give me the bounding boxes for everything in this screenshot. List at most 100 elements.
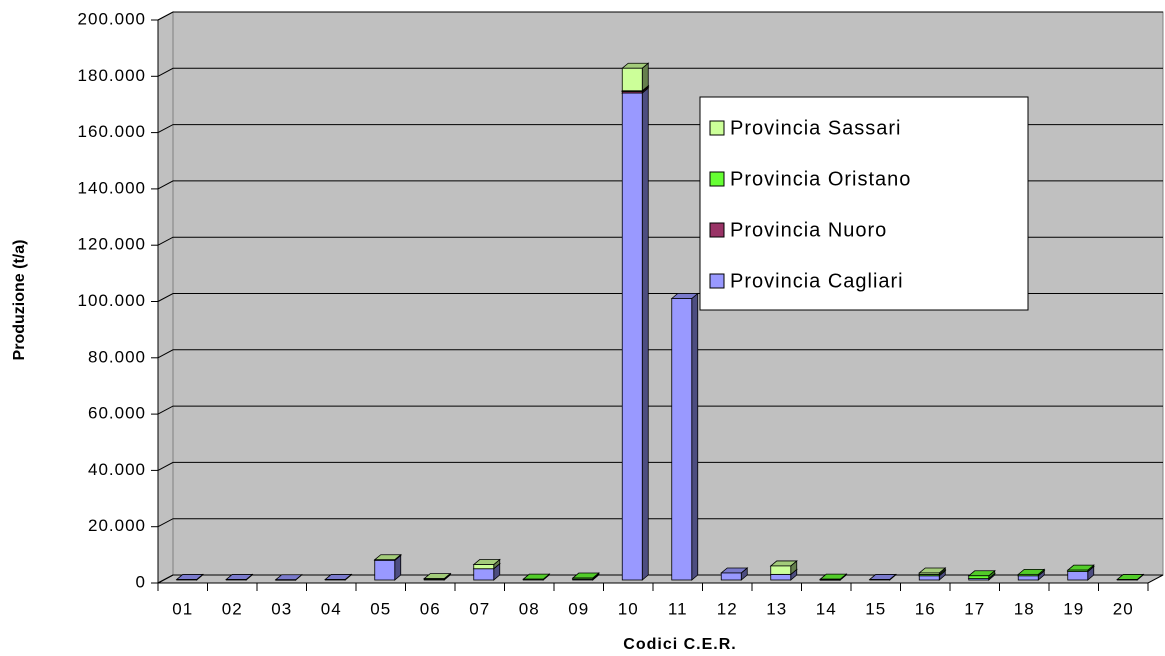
bar	[324, 579, 346, 581]
x-tick-label: 19	[1063, 599, 1084, 618]
x-tick-label: 16	[915, 599, 936, 618]
x-tick-label: 13	[766, 599, 787, 618]
y-tick-label: 60.000	[88, 404, 146, 423]
bar-segment	[621, 62, 650, 92]
x-tick-label: 12	[717, 599, 738, 618]
bar-segment	[670, 292, 699, 581]
x-tick-label: 20	[1113, 599, 1134, 618]
legend-label: Provincia Sassari	[730, 117, 902, 139]
x-tick-label: 15	[865, 599, 886, 618]
floor	[157, 574, 1164, 584]
bar-segment	[225, 573, 254, 581]
bar	[671, 298, 693, 581]
bar	[1017, 575, 1039, 581]
bar	[1067, 569, 1089, 572]
bar	[176, 579, 198, 581]
legend-label: Provincia Cagliari	[730, 270, 904, 292]
bar	[918, 575, 940, 581]
bar	[621, 67, 643, 92]
bar	[374, 559, 396, 581]
x-tick-label: 04	[321, 599, 342, 618]
grid-line	[157, 461, 1163, 471]
y-tick-label: 140.000	[78, 178, 146, 197]
bar	[423, 578, 445, 580]
x-tick-label: 06	[420, 599, 441, 618]
bar	[374, 559, 396, 561]
x-tick-label: 02	[222, 599, 243, 618]
bar-segment	[918, 567, 947, 576]
bar-segment	[621, 87, 650, 581]
bar	[225, 579, 247, 581]
y-tick-label: 160.000	[78, 122, 146, 141]
bar-segment	[274, 573, 303, 581]
bar	[1116, 579, 1138, 581]
bar	[473, 564, 495, 570]
y-tick-label: 80.000	[88, 347, 146, 366]
bar	[572, 577, 594, 580]
x-axis-label: Codici C.E.R.	[623, 636, 736, 653]
legend-swatch	[709, 273, 725, 289]
bar-segment	[175, 573, 204, 581]
bar-segment	[1017, 568, 1046, 577]
x-tick-label: 05	[370, 599, 391, 618]
bar	[819, 578, 841, 581]
bar	[522, 578, 544, 581]
x-tick-label: 11	[668, 599, 688, 618]
x-tick-label: 03	[271, 599, 292, 618]
x-tick-label: 10	[618, 599, 639, 618]
bar	[869, 579, 891, 581]
legend-label: Provincia Oristano	[730, 168, 911, 190]
bar	[720, 572, 742, 581]
bar-segment	[472, 558, 501, 570]
legend-label: Provincia Nuoro	[730, 219, 887, 241]
y-tick-label: 0	[136, 572, 146, 591]
grid-line	[157, 11, 1163, 21]
bar-segment	[819, 573, 848, 581]
grid-line	[157, 67, 1163, 77]
y-tick-label: 200.000	[78, 9, 146, 28]
y-tick-label: 120.000	[78, 235, 146, 254]
bar	[968, 575, 990, 579]
bar-segment	[373, 553, 402, 562]
x-tick-label: 01	[172, 599, 193, 618]
bar-segment	[324, 573, 353, 581]
bar	[1067, 571, 1089, 581]
legend-swatch	[709, 120, 725, 136]
x-tick-label: 14	[816, 599, 837, 618]
legend	[699, 96, 1029, 311]
bar-side	[641, 87, 649, 581]
x-tick-label: 07	[469, 599, 490, 618]
bar	[770, 565, 792, 575]
x-tick-label: 08	[519, 599, 540, 618]
bar	[1017, 573, 1039, 577]
bar	[621, 92, 643, 581]
bar-segment	[1066, 564, 1095, 573]
grid-line	[157, 405, 1163, 415]
grid-line	[157, 518, 1163, 528]
y-tick-label: 40.000	[88, 460, 146, 479]
y-tick-label: 20.000	[88, 516, 146, 535]
bar-segment	[571, 572, 600, 581]
bar-segment	[1116, 573, 1145, 581]
x-tick-label: 09	[568, 599, 589, 618]
bar-segment	[769, 560, 798, 576]
y-tick-label: 100.000	[78, 291, 146, 310]
x-tick-label: 17	[964, 599, 985, 618]
bar-segment	[967, 569, 996, 580]
x-tick-label: 18	[1014, 599, 1035, 618]
bar-segment	[423, 572, 452, 581]
bar-side	[691, 292, 699, 581]
legend-swatch	[709, 222, 725, 238]
legend-swatch	[709, 171, 725, 187]
bar	[275, 579, 297, 581]
bar-segment	[522, 573, 551, 581]
bar	[770, 573, 792, 581]
y-axis-label: Produzione (t/a)	[11, 240, 28, 361]
y-tick-label: 180.000	[78, 66, 146, 85]
bar-segment	[720, 567, 749, 581]
bar	[918, 572, 940, 575]
grid-line	[157, 349, 1163, 359]
bar	[473, 568, 495, 581]
bar-segment	[868, 573, 897, 581]
